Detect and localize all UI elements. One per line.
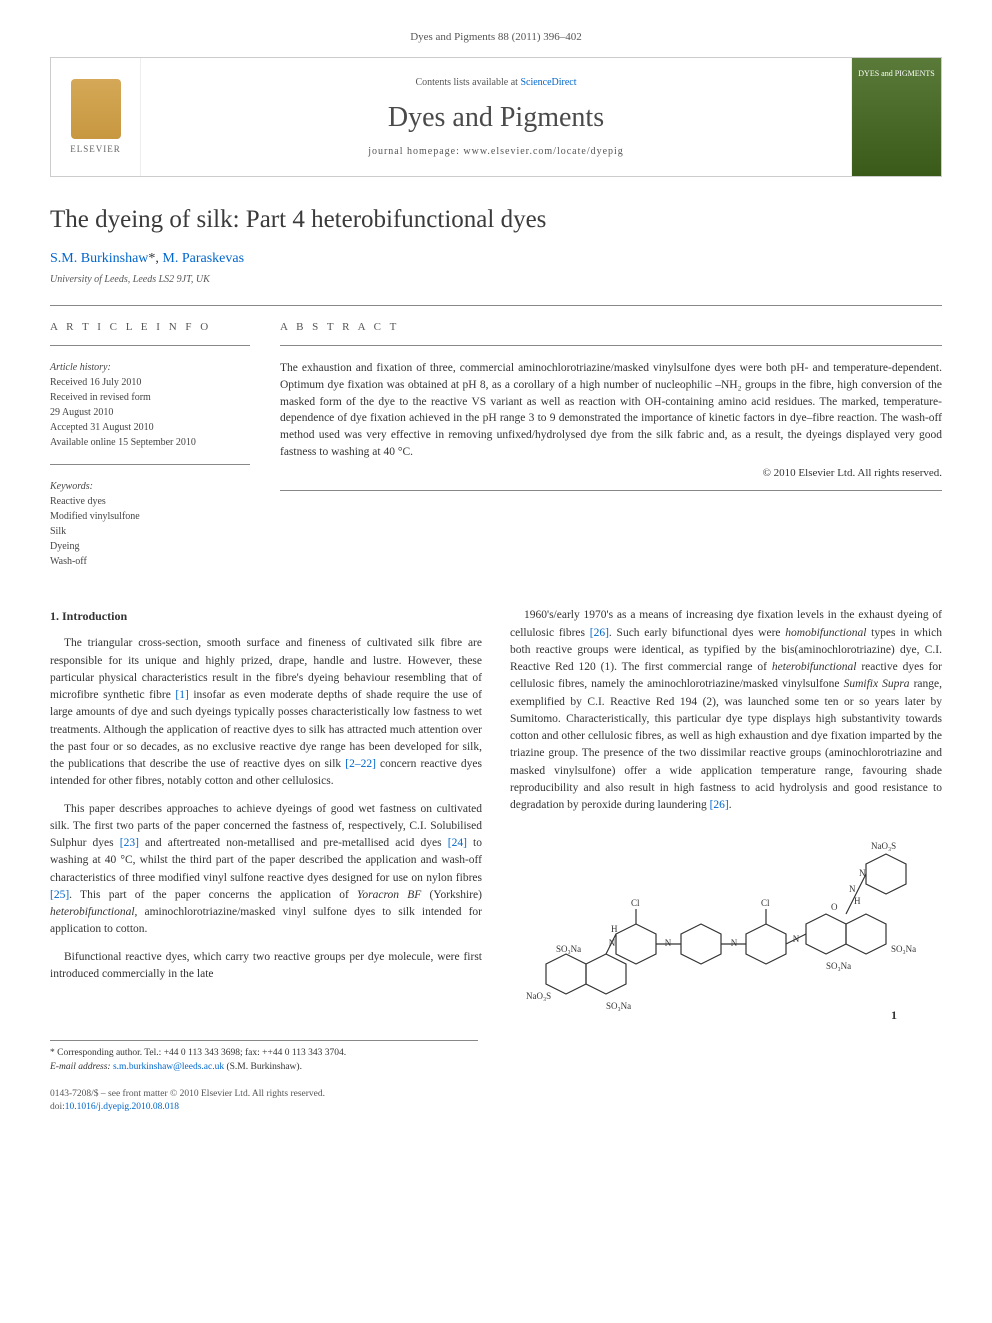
left-column: 1. Introduction The triangular cross-sec…: [50, 607, 482, 1024]
corr-tel: +44 0 113 343 3698: [164, 1048, 240, 1058]
chem-label: SO₃Na: [826, 961, 851, 971]
email-label: E-mail address:: [50, 1062, 113, 1072]
journal-header-box: ELSEVIER Contents lists available at Sci…: [50, 57, 942, 177]
front-matter-line: 0143-7208/$ – see front matter © 2010 El…: [50, 1089, 325, 1099]
abstract-text: The exhaustion and fixation of three, co…: [280, 360, 942, 460]
contents-prefix: Contents lists available at: [415, 77, 520, 88]
body-paragraph: 1960's/early 1970's as a means of increa…: [510, 607, 942, 814]
keyword: Wash-off: [50, 554, 250, 569]
footer-meta: 0143-7208/$ – see front matter © 2010 El…: [50, 1088, 942, 1115]
abstract-heading: A B S T R A C T: [280, 320, 942, 335]
info-rule-1: [50, 345, 250, 346]
structure-number-label: 1: [891, 1008, 897, 1022]
fax-label: ; fax:: [240, 1048, 262, 1058]
chem-label: Cl: [761, 898, 770, 908]
history-line: Received in revised form: [50, 392, 151, 403]
chem-label: N: [731, 938, 738, 948]
author-1[interactable]: S.M. Burkinshaw: [50, 251, 148, 266]
corr-fax: ++44 0 113 343 3704.: [262, 1048, 346, 1058]
chem-label: N: [665, 938, 672, 948]
doi-link[interactable]: 10.1016/j.dyepig.2010.08.018: [65, 1102, 179, 1112]
divider-rule: [50, 305, 942, 306]
citation-link[interactable]: [24]: [448, 837, 467, 849]
chem-label: NaO₃S: [526, 991, 551, 1001]
journal-name: Dyes and Pigments: [388, 98, 604, 137]
author-2[interactable]: M. Paraskevas: [162, 251, 244, 266]
body-paragraph: This paper describes approaches to achie…: [50, 801, 482, 939]
corr-label: * Corresponding author. Tel.:: [50, 1048, 164, 1058]
citation-link[interactable]: [25]: [50, 889, 69, 901]
body-columns: 1. Introduction The triangular cross-sec…: [50, 607, 942, 1024]
article-title: The dyeing of silk: Part 4 heterobifunct…: [50, 202, 942, 237]
chem-label: Cl: [631, 898, 640, 908]
citation-link[interactable]: [2–22]: [345, 758, 376, 770]
keyword: Modified vinylsulfone: [50, 509, 250, 524]
keywords-block: Keywords: Reactive dyes Modified vinylsu…: [50, 479, 250, 569]
authors-line: S.M. Burkinshaw*, M. Paraskevas: [50, 249, 942, 269]
article-history-block: Article history: Received 16 July 2010 R…: [50, 360, 250, 450]
section-heading-intro: 1. Introduction: [50, 607, 482, 625]
history-line: Received 16 July 2010: [50, 377, 141, 388]
elsevier-logo-text: ELSEVIER: [70, 143, 121, 156]
doi-prefix: doi:: [50, 1102, 65, 1112]
chem-label: N: [793, 934, 800, 944]
abstract-rule-bottom: [280, 490, 942, 491]
chem-label: SO₃Na: [556, 944, 581, 954]
chemical-structure-svg: NaO₃S SO₃Na SO₃Na Cl Cl N N N N O SO₃Na …: [516, 824, 936, 1024]
citation-link[interactable]: [1]: [175, 689, 188, 701]
history-line: 29 August 2010: [50, 407, 113, 418]
chem-label: NaO₃S: [871, 841, 896, 851]
article-info-heading: A R T I C L E I N F O: [50, 320, 250, 335]
keywords-label: Keywords:: [50, 481, 93, 492]
elsevier-tree-icon: [71, 79, 121, 139]
info-abstract-row: A R T I C L E I N F O Article history: R…: [50, 320, 942, 583]
history-line: Accepted 31 August 2010: [50, 422, 154, 433]
chem-label: N: [849, 884, 856, 894]
homepage-prefix: journal homepage:: [368, 146, 463, 157]
right-column: 1960's/early 1970's as a means of increa…: [510, 607, 942, 1024]
corr-email-link[interactable]: s.m.burkinshaw@leeds.ac.uk: [113, 1062, 224, 1072]
chem-label: N: [859, 868, 866, 878]
citation-link[interactable]: [26]: [590, 627, 609, 639]
email-suffix: (S.M. Burkinshaw).: [224, 1062, 302, 1072]
journal-reference: Dyes and Pigments 88 (2011) 396–402: [50, 30, 942, 45]
chem-label: O: [831, 902, 838, 912]
abstract-copyright: © 2010 Elsevier Ltd. All rights reserved…: [280, 466, 942, 481]
journal-homepage-line: journal homepage: www.elsevier.com/locat…: [368, 145, 624, 159]
chem-label: SO₃Na: [606, 1001, 631, 1011]
body-paragraph: The triangular cross-section, smooth sur…: [50, 635, 482, 790]
chem-label: SO₃Na: [891, 944, 916, 954]
history-line: Available online 15 September 2010: [50, 437, 196, 448]
article-info-column: A R T I C L E I N F O Article history: R…: [50, 320, 250, 583]
header-center: Contents lists available at ScienceDirec…: [141, 58, 851, 176]
abstract-column: A B S T R A C T The exhaustion and fixat…: [280, 320, 942, 583]
cover-text: DYES and PIGMENTS: [858, 68, 934, 79]
history-label: Article history:: [50, 362, 111, 373]
keyword: Silk: [50, 524, 250, 539]
affiliation: University of Leeds, Leeds LS2 9JT, UK: [50, 273, 942, 287]
homepage-url[interactable]: www.elsevier.com/locate/dyepig: [463, 146, 623, 157]
journal-cover-thumbnail: DYES and PIGMENTS: [851, 58, 941, 176]
elsevier-logo[interactable]: ELSEVIER: [51, 58, 141, 176]
abstract-rule: [280, 345, 942, 346]
corresponding-author-footnote: * Corresponding author. Tel.: +44 0 113 …: [50, 1040, 478, 1074]
citation-link[interactable]: [23]: [120, 837, 139, 849]
body-paragraph: Bifunctional reactive dyes, which carry …: [50, 949, 482, 984]
keyword: Reactive dyes: [50, 494, 250, 509]
keyword: Dyeing: [50, 539, 250, 554]
contents-lists-line: Contents lists available at ScienceDirec…: [415, 76, 576, 90]
chemical-structure-figure: NaO₃S SO₃Na SO₃Na Cl Cl N N N N O SO₃Na …: [510, 824, 942, 1024]
sciencedirect-link[interactable]: ScienceDirect: [520, 77, 576, 88]
chem-label: N: [609, 938, 616, 948]
citation-link[interactable]: [26]: [710, 799, 729, 811]
chem-label: H: [854, 896, 861, 906]
info-rule-2: [50, 464, 250, 465]
chem-label: H: [611, 924, 618, 934]
